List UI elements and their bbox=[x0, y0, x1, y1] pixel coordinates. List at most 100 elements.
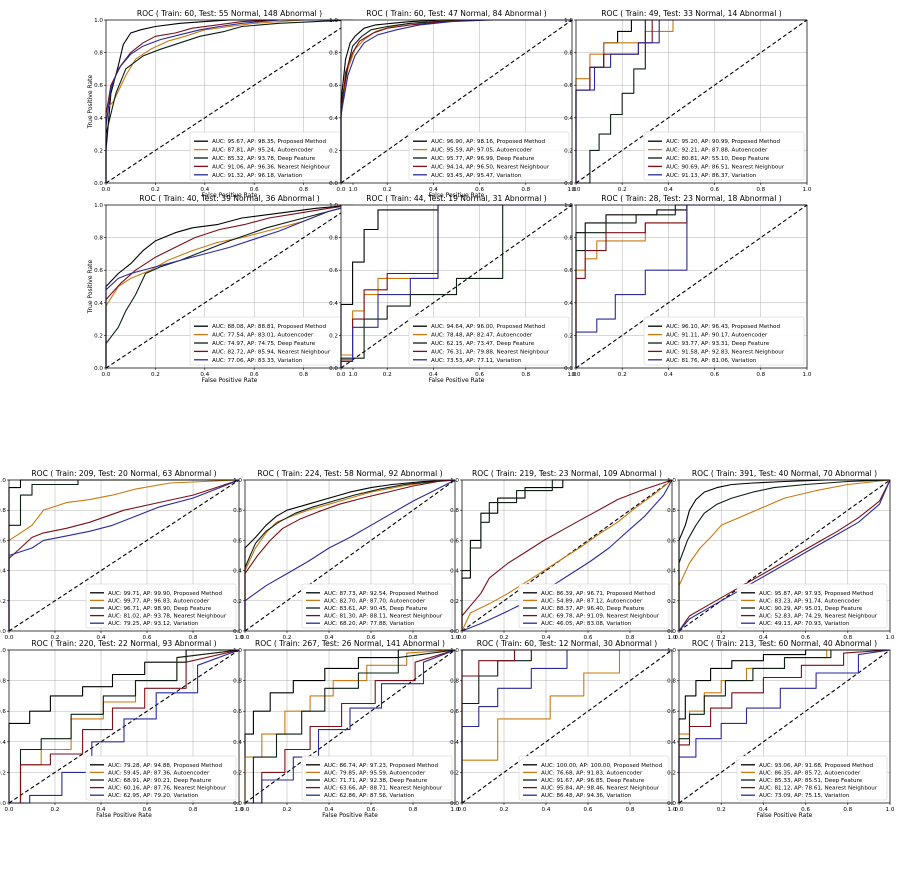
panel-title: ROC ( Train: 60, Test: 12 Normal, 30 Abn… bbox=[477, 639, 657, 648]
y-tick-label: 0.8 bbox=[0, 508, 6, 514]
x-tick-label: 0.8 bbox=[409, 635, 418, 641]
x-tick-label: 1.0 bbox=[235, 635, 244, 641]
chance-diagonal bbox=[340, 19, 573, 184]
y-tick-label: 0.4 bbox=[94, 301, 103, 307]
legend-entry: AUC: 91.11, AP: 90.17, Autoencoder bbox=[666, 333, 768, 339]
x-axis-label: False Positive Rate bbox=[202, 192, 258, 199]
x-tick-label: 0.8 bbox=[521, 187, 530, 193]
y-tick-label: 0.6 bbox=[233, 709, 242, 715]
x-tick-label: 0.0 bbox=[241, 635, 250, 641]
y-tick-label: 0.8 bbox=[94, 51, 103, 57]
legend-entry: AUC: 83.61, AP: 90.45, Deep Feature bbox=[324, 606, 428, 612]
x-tick-label: 0.8 bbox=[626, 807, 635, 813]
roc-line-deep bbox=[105, 204, 354, 368]
roc-line-variation bbox=[340, 204, 572, 368]
legend-entry: AUC: 87.73, AP: 92.54, Proposed Method bbox=[324, 591, 438, 597]
roc-panel-10: 0.0 0.2 0.4 0.6 0.8 1.00.00.20.40.60.81.0ROC … bbox=[667, 469, 895, 641]
roc-panel-6: 0.0 0.2 0.4 0.6 0.8 1.00.00.20.40.60.81.0ROC … bbox=[564, 194, 812, 378]
chance-diagonal bbox=[575, 204, 808, 369]
legend-entry: AUC: 93.77, AP: 93.31, Deep Feature bbox=[666, 341, 770, 347]
y-tick-label: 0.6 bbox=[564, 83, 573, 89]
x-tick-label: 0.4 bbox=[664, 187, 673, 193]
axes-frame bbox=[575, 204, 808, 369]
x-tick-label: 0.2 bbox=[618, 372, 627, 378]
x-tick-label: 0.4 bbox=[429, 372, 438, 378]
legend-entry: AUC: 59.45, AP: 87.36, Autoencoder bbox=[108, 770, 210, 776]
y-tick-label: 0.0 bbox=[329, 366, 338, 372]
roc-panel-12: 0.0 0.2 0.4 0.6 0.8 1.00.00.20.40.60.81.0ROC … bbox=[233, 639, 460, 819]
panel-title: ROC ( Train: 49, Test: 33 Normal, 14 Abn… bbox=[601, 9, 781, 18]
legend-box bbox=[408, 131, 570, 181]
legend-entry: AUC: 96.71, AP: 98.90, Deep Feature bbox=[108, 606, 212, 612]
x-tick-label: 0.4 bbox=[759, 635, 768, 641]
x-tick-label: 1.0 bbox=[803, 372, 812, 378]
legend-entry: AUC: 86.39, AP: 96.71, Proposed Method bbox=[541, 591, 655, 597]
roc-line-proposed bbox=[678, 649, 890, 803]
legend-entry: AUC: 91.67, AP: 96.85, Deep Feature bbox=[541, 778, 645, 784]
roc-panel-11: 0.00.20.40.60.81.00.00.20.40.60.81.0ROC … bbox=[0, 639, 244, 819]
x-tick-label: 0.6 bbox=[250, 187, 259, 193]
y-tick-label: 0.6 bbox=[233, 538, 242, 544]
legend-entry: AUC: 95.84, AP: 98.46, Nearest Neighbour bbox=[541, 786, 660, 792]
roc-line-proposed bbox=[340, 19, 572, 183]
axes-frame bbox=[8, 479, 240, 632]
panel-title: ROC ( Train: 40, Test: 39 Normal, 36 Abn… bbox=[139, 194, 319, 203]
panel-title: ROC ( Train: 391, Test: 40 Normal, 70 Ab… bbox=[692, 469, 877, 478]
x-tick-label: 0.8 bbox=[756, 372, 765, 378]
x-tick-label: 0.8 bbox=[409, 807, 418, 813]
y-tick-label: 0.6 bbox=[667, 538, 676, 544]
x-tick-label: 0.2 bbox=[151, 187, 160, 193]
y-tick-label: 0.0 bbox=[450, 629, 459, 635]
axes-frame bbox=[244, 649, 456, 804]
legend-box bbox=[736, 583, 888, 629]
x-tick-label: 0.6 bbox=[801, 635, 810, 641]
roc-panel-1: 0.0 0.2 0.4 0.6 0.8 1.00.00.20.40.60.81.0ROC … bbox=[87, 9, 358, 199]
roc-line-autoencoder bbox=[678, 479, 891, 631]
y-tick-label: 0.2 bbox=[94, 333, 103, 339]
y-tick-label: 1.0 bbox=[667, 478, 676, 484]
x-tick-label: 1.0 bbox=[668, 807, 677, 813]
y-tick-label: 1.0 bbox=[450, 478, 459, 484]
roc-panel-9: 0.0 0.2 0.4 0.6 0.8 1.00.00.20.40.60.81.0ROC … bbox=[450, 469, 677, 641]
y-tick-label: 0.2 bbox=[564, 333, 573, 339]
x-tick-label: 0.0 bbox=[675, 807, 684, 813]
y-tick-label: 0.6 bbox=[0, 538, 6, 544]
roc-line-variation bbox=[105, 19, 353, 183]
x-tick-label: 0.0 bbox=[458, 807, 467, 813]
y-tick-label: 0.6 bbox=[450, 538, 459, 544]
x-tick-label: 0.2 bbox=[618, 187, 627, 193]
roc-line-autoencoder bbox=[8, 479, 240, 631]
x-tick-label: 0.6 bbox=[584, 807, 593, 813]
chance-diagonal bbox=[678, 649, 891, 804]
y-tick-label: 0.4 bbox=[0, 569, 6, 575]
roc-line-variation bbox=[8, 479, 240, 631]
legend-entry: AUC: 68.20, AP: 77.88, Variation bbox=[324, 621, 415, 627]
y-tick-label: 0.2 bbox=[0, 599, 6, 605]
roc-line-proposed bbox=[678, 479, 890, 631]
legend-box bbox=[301, 583, 453, 629]
legend-entry: AUC: 74.97, AP: 74.75, Deep Feature bbox=[212, 341, 316, 347]
y-tick-label: 0.6 bbox=[94, 83, 103, 89]
x-tick-label: 0.0 bbox=[675, 635, 684, 641]
y-tick-label: 0.8 bbox=[667, 508, 676, 514]
y-tick-label: 0.4 bbox=[94, 116, 103, 122]
x-tick-label: 0.6 bbox=[584, 635, 593, 641]
y-tick-label: 0.0 bbox=[233, 801, 242, 807]
roc-panel-13: 0.0 0.2 0.4 0.6 0.8 1.00.00.20.40.60.81.0ROC … bbox=[450, 639, 677, 813]
y-tick-label: 0.2 bbox=[564, 148, 573, 154]
roc-line-proposed bbox=[244, 649, 455, 803]
x-tick-label: 1.0 bbox=[886, 807, 895, 813]
chance-diagonal bbox=[340, 204, 573, 369]
x-tick-label: 0.2 bbox=[51, 635, 60, 641]
y-tick-label: 1.0 bbox=[667, 648, 676, 654]
roc-line-deep bbox=[461, 479, 672, 631]
axes-frame bbox=[340, 204, 573, 369]
roc-line-nearest bbox=[105, 19, 353, 183]
legend-entry: AUC: 95.67, AP: 98.35, Proposed Method bbox=[212, 139, 326, 145]
legend-box bbox=[643, 131, 805, 181]
axes-frame bbox=[678, 649, 891, 804]
legend-entry: AUC: 54.89, AP: 87.12, Autoencoder bbox=[541, 598, 643, 604]
legend-box bbox=[518, 583, 670, 629]
roc-line-nearest bbox=[8, 479, 240, 631]
